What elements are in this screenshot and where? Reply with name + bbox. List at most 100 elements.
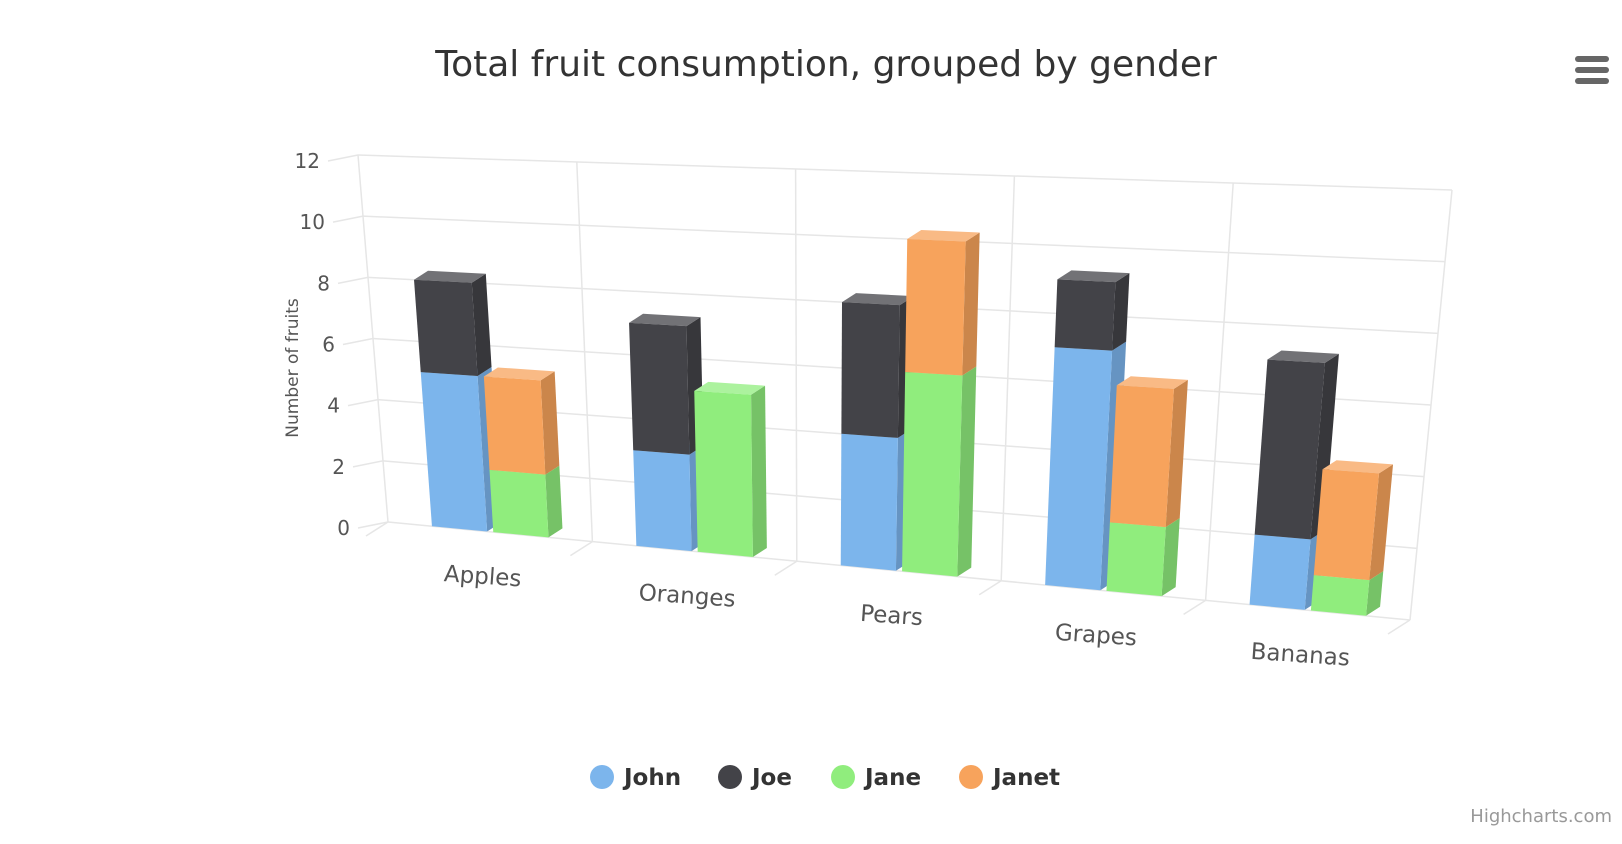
legend-label: Jane — [863, 765, 921, 791]
bar-side — [957, 366, 977, 577]
y-axis-ticks: 0 2 4 6 8 10 12 — [295, 149, 350, 540]
bar-top — [629, 313, 701, 327]
bar-jane-oranges[interactable] — [694, 381, 767, 557]
grid-line-floor — [978, 580, 1002, 596]
bar-front — [1054, 279, 1116, 351]
grid-line-floor — [365, 521, 389, 537]
bar-front — [489, 469, 549, 538]
x-tick-label: Pears — [859, 601, 923, 631]
bar-janet-pears[interactable] — [905, 230, 980, 376]
bar-top — [414, 270, 486, 283]
bar-joe-oranges[interactable] — [629, 313, 704, 455]
y-tick-label: 12 — [295, 149, 320, 173]
y-tick-label: 8 — [317, 271, 330, 295]
bar-front — [1106, 522, 1166, 597]
y-tick-mark — [347, 398, 379, 407]
chart-legend: John Joe Jane Janet — [590, 765, 1060, 791]
bar-side — [1310, 353, 1339, 540]
bar-top — [1267, 350, 1339, 363]
y-tick-label: 0 — [337, 516, 350, 540]
bar-john-pears[interactable] — [840, 424, 912, 571]
bar-jane-grapes[interactable] — [1106, 513, 1180, 597]
bar-front — [905, 239, 966, 376]
bar-top — [1116, 376, 1188, 389]
hamburger-menu-icon — [1575, 56, 1609, 84]
bar-front — [1109, 385, 1174, 528]
bar-janet-apples[interactable] — [483, 367, 560, 475]
y-tick-label: 2 — [332, 455, 345, 479]
bar-front — [840, 433, 898, 571]
chart-title: Total fruit consumption, grouped by gend… — [434, 44, 1217, 85]
grid-line-floor — [1387, 619, 1411, 635]
bar-top — [694, 381, 766, 395]
bar-front — [414, 279, 478, 377]
grid-line-floor — [1183, 599, 1207, 616]
bar-top — [483, 367, 555, 381]
y-tick-label: 4 — [327, 394, 340, 418]
bar-front — [841, 302, 900, 438]
bar-side — [540, 371, 560, 475]
bar-front — [1045, 347, 1113, 591]
bar-joe-apples[interactable] — [414, 270, 492, 377]
bar-janet-bananas[interactable] — [1313, 460, 1394, 581]
bar-joe-pears[interactable] — [841, 293, 914, 438]
bar-john-oranges[interactable] — [633, 441, 706, 552]
chart-bars — [414, 230, 1394, 616]
bar-front — [1310, 575, 1370, 616]
bar-front — [902, 371, 963, 577]
legend-item-jane[interactable]: Jane — [831, 765, 921, 791]
x-tick-label: Apples — [443, 561, 522, 592]
legend-marker — [831, 765, 855, 789]
bar-front — [694, 390, 753, 557]
y-tick-mark — [337, 276, 369, 285]
legend-item-joe[interactable]: Joe — [718, 765, 792, 791]
y-tick-label: 10 — [300, 210, 325, 234]
bar-side — [1369, 464, 1394, 581]
y-tick-mark — [327, 154, 359, 162]
legend-label: John — [622, 765, 681, 791]
y-tick-mark — [352, 460, 384, 468]
bar-joe-grapes[interactable] — [1054, 270, 1130, 351]
bar-front — [1313, 469, 1380, 581]
bar-side — [1161, 518, 1180, 597]
bar-top — [1057, 270, 1130, 283]
y-tick-label: 6 — [322, 333, 335, 357]
y-tick-mark — [357, 521, 389, 529]
bar-top — [1322, 460, 1394, 474]
bar-side — [1112, 273, 1130, 351]
legend-marker — [590, 765, 614, 789]
bar-front — [633, 450, 692, 552]
bar-side — [545, 465, 563, 538]
bar-side — [1165, 379, 1188, 528]
y-axis-title: Number of fruits — [283, 298, 303, 438]
grid-line-floor — [569, 540, 593, 557]
grid-line-horizontal — [362, 215, 1446, 263]
x-tick-label: Oranges — [638, 580, 737, 613]
legend-item-john[interactable]: John — [590, 765, 681, 791]
bar-jane-pears[interactable] — [902, 362, 977, 577]
bar-front — [629, 322, 690, 455]
y-tick-mark — [342, 337, 374, 346]
bar-side — [962, 232, 980, 376]
credits-link[interactable]: Highcharts.com — [1470, 806, 1612, 827]
bar-top — [907, 230, 980, 242]
bar-janet-grapes[interactable] — [1109, 376, 1188, 528]
x-tick-label: Grapes — [1054, 620, 1138, 652]
bar-front — [1254, 359, 1325, 540]
bar-side — [471, 273, 492, 377]
legend-marker — [959, 765, 983, 789]
x-axis-labels: Apples Oranges Pears Grapes Bananas — [443, 561, 1351, 671]
grid-line-horizontal — [387, 521, 1411, 621]
bar-front — [1249, 534, 1311, 610]
grid-line-floor — [774, 560, 798, 576]
chart-menu-button[interactable] — [1570, 50, 1612, 90]
legend-label: Janet — [991, 765, 1060, 791]
bar-top — [842, 293, 914, 306]
bar-side — [1366, 571, 1384, 616]
legend-item-janet[interactable]: Janet — [959, 765, 1060, 791]
bar-front — [420, 372, 488, 532]
bar-front — [483, 376, 546, 475]
bar-joe-bananas[interactable] — [1254, 350, 1339, 540]
legend-label: Joe — [750, 765, 792, 791]
